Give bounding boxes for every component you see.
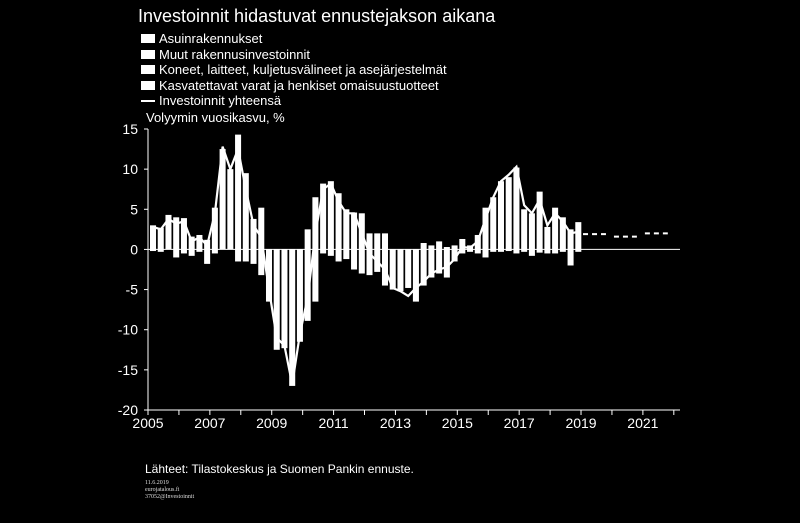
bar [196, 234, 203, 252]
bar [250, 218, 257, 264]
x-tick-label: 2017 [504, 415, 535, 431]
meta-date: 11.6.2019 [145, 480, 169, 486]
bar [505, 177, 512, 252]
bar [173, 217, 180, 258]
bar [474, 234, 481, 254]
bar [358, 213, 365, 274]
y-tick-label: -10 [118, 322, 138, 338]
y-tick-label: 5 [130, 201, 138, 217]
legend-item-muut-rakennusinvestoinnit: Muut rakennusinvestoinnit [141, 47, 447, 63]
bar [219, 149, 226, 250]
legend-swatch [141, 34, 155, 44]
bar [528, 213, 535, 256]
bar [405, 249, 412, 288]
bar [482, 207, 489, 258]
y-tick-label: -15 [118, 362, 138, 378]
x-tick-label: 2007 [194, 415, 225, 431]
legend-item-asuinrakennukset: Asuinrakennukset [141, 31, 447, 47]
bar [296, 249, 303, 342]
bar [343, 209, 350, 260]
chart-title: Investoinnit hidastuvat ennustejakson ai… [138, 6, 496, 26]
x-tick-label: 2005 [132, 415, 163, 431]
bar [235, 134, 242, 262]
bar [552, 207, 559, 254]
legend-label: Investoinnit yhteensä [159, 93, 282, 108]
bar [451, 245, 458, 262]
y-tick-label: 0 [130, 241, 138, 257]
bar [320, 183, 327, 254]
legend-item-koneet: Koneet, laitteet, kuljetusvälineet ja as… [141, 62, 447, 78]
bar [242, 173, 249, 262]
x-tick-label: 2021 [627, 415, 658, 431]
meta-id: 37052@Investoinnit [145, 494, 195, 500]
y-tick-label: 10 [122, 161, 138, 177]
x-tick-label: 2015 [442, 415, 473, 431]
x-tick-label: 2009 [256, 415, 287, 431]
legend-label: Kasvatettavat varat ja henkiset omaisuus… [159, 77, 439, 93]
bar [150, 225, 157, 252]
bar [513, 167, 520, 254]
bar [389, 249, 396, 290]
bar [428, 245, 435, 278]
bar [227, 169, 234, 250]
bar [265, 249, 273, 302]
bar [412, 249, 419, 302]
x-tick-label: 2019 [565, 415, 596, 431]
bar [327, 181, 334, 256]
y-tick-label: -5 [126, 282, 139, 298]
bar [575, 222, 582, 252]
bar [165, 214, 172, 250]
legend-label: Koneet, laitteet, kuljetusvälineet ja as… [159, 62, 447, 77]
bar [559, 217, 566, 252]
bar [335, 193, 342, 262]
total-investment-line [152, 145, 579, 385]
legend-swatch [141, 49, 155, 59]
bar [188, 236, 195, 256]
bar [497, 181, 504, 252]
bar [420, 243, 427, 286]
x-tick-label: 2011 [319, 415, 349, 431]
bar [521, 209, 528, 252]
bar [204, 239, 211, 264]
bar [374, 233, 381, 272]
bar [436, 241, 443, 274]
bar [567, 229, 574, 266]
legend-label: Muut rakennusinvestoinnit [159, 46, 311, 62]
meta-site: eurojatalous.fi [145, 487, 180, 493]
bar [312, 197, 319, 302]
bar [273, 249, 280, 350]
bar [304, 229, 311, 321]
bar [544, 226, 551, 254]
bar [351, 212, 358, 270]
bar [443, 247, 450, 278]
bar [490, 197, 497, 252]
bar [397, 249, 404, 292]
legend-item-kasvatettavat: Kasvatettavat varat ja henkiset omaisuus… [141, 78, 447, 94]
legend-swatch [141, 65, 155, 75]
bar [180, 218, 187, 254]
bar [157, 227, 164, 252]
bar [211, 207, 218, 254]
source-note: Lähteet: Tilastokeskus ja Suomen Pankin … [145, 462, 414, 476]
legend-swatch [141, 80, 155, 90]
y-tick-label: -20 [118, 402, 138, 418]
y-axis-label: Volyymin vuosikasvu, % [146, 110, 285, 125]
bar [281, 249, 288, 349]
x-tick-label: 2013 [380, 415, 411, 431]
legend-line-swatch [141, 99, 155, 102]
legend-item-yhteensa: Investoinnit yhteensä [141, 93, 447, 109]
bar [381, 233, 389, 286]
bar [536, 191, 543, 253]
bar [289, 249, 296, 386]
legend: Asuinrakennukset Muut rakennusinvestoinn… [141, 31, 447, 109]
legend-label: Asuinrakennukset [159, 31, 263, 46]
y-tick-label: 15 [122, 121, 138, 137]
